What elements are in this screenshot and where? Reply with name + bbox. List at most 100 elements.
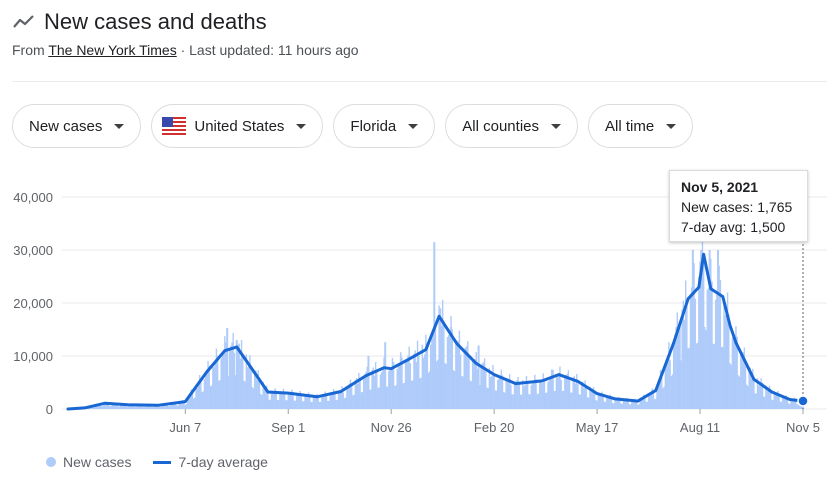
case-bar: [252, 388, 255, 409]
case-bar: [238, 343, 240, 409]
case-bar: [309, 396, 311, 409]
case-bar: [507, 378, 510, 409]
case-bar: [98, 403, 100, 409]
case-bar: [752, 368, 754, 409]
county-filter-chip[interactable]: All counties: [445, 104, 578, 148]
case-bar: [224, 336, 226, 409]
case-bar: [689, 294, 692, 409]
case-bar: [244, 381, 246, 409]
case-bar: [550, 369, 553, 409]
case-bar: [171, 402, 173, 409]
case-bar: [227, 376, 230, 409]
case-bar: [372, 367, 374, 409]
case-bar: [292, 391, 294, 409]
case-bar: [590, 391, 592, 409]
case-bar: [541, 383, 543, 409]
case-bar: [684, 280, 687, 409]
case-bar: [222, 350, 225, 409]
case-bar: [127, 406, 129, 409]
case-bar: [145, 404, 147, 409]
case-bar: [288, 393, 291, 409]
case-bar: [178, 402, 181, 409]
case-bar: [712, 343, 714, 409]
case-bar-spike: [678, 321, 681, 409]
case-bar: [366, 366, 368, 409]
country-filter-chip[interactable]: United States: [151, 104, 324, 148]
case-bar: [769, 390, 772, 409]
source-line: From The New York Times · Last updated: …: [12, 42, 359, 58]
case-bar: [564, 376, 566, 409]
case-bar: [218, 380, 220, 409]
case-bar: [738, 376, 741, 409]
case-bar: [264, 389, 267, 409]
case-bar: [281, 391, 283, 409]
state-filter-chip[interactable]: Florida: [333, 104, 436, 148]
case-bar: [106, 401, 109, 409]
case-bar: [113, 403, 116, 409]
case-bar: [330, 394, 333, 409]
case-bar: [498, 378, 500, 409]
case-bar: [688, 347, 690, 409]
case-bar: [274, 388, 276, 409]
case-bar: [493, 373, 495, 409]
case-bar: [544, 392, 547, 409]
case-bar: [677, 333, 680, 409]
case-bar: [449, 332, 451, 409]
case-bar: [389, 369, 391, 409]
case-bar: [676, 312, 679, 409]
case-bar: [661, 371, 663, 409]
case-bar: [347, 385, 349, 409]
source-prefix: From: [12, 42, 49, 58]
case-bar-spike: [733, 334, 736, 409]
case-bar: [432, 331, 434, 409]
case-bar: [115, 402, 117, 409]
case-bar: [674, 334, 676, 409]
case-bar: [378, 387, 380, 409]
case-bar: [456, 342, 458, 409]
case-bar: [610, 398, 613, 409]
case-bar: [368, 389, 371, 409]
case-bar: [102, 406, 104, 409]
x-tick-label: Jun 7: [169, 420, 201, 435]
time-range-filter-chip[interactable]: All time: [588, 104, 694, 148]
source-link[interactable]: The New York Times: [48, 42, 177, 58]
case-bar: [167, 406, 170, 409]
case-bar: [361, 391, 364, 409]
case-bar: [554, 390, 556, 409]
case-bar: [354, 380, 356, 409]
case-bar: [787, 403, 790, 409]
case-bar: [571, 392, 573, 409]
case-bar: [105, 403, 107, 409]
case-bar: [595, 400, 597, 409]
case-bar: [177, 405, 179, 409]
case-bar: [194, 397, 196, 409]
case-bar: [231, 342, 233, 409]
case-bar: [483, 358, 486, 409]
case-bar: [410, 380, 413, 409]
case-bar: [621, 403, 623, 409]
case-bar: [427, 373, 430, 409]
case-bar: [760, 378, 762, 409]
case-bar-spike: [477, 345, 480, 409]
case-bar-spike: [226, 327, 229, 409]
county-filter-label: All counties: [462, 117, 539, 135]
case-bar: [598, 394, 601, 409]
case-bar: [204, 375, 207, 409]
case-bar: [737, 375, 740, 409]
case-bar: [458, 330, 461, 409]
x-tick-label: Sep 1: [271, 420, 305, 435]
avg-legend-swatch: [153, 460, 172, 464]
case-bar: [282, 388, 285, 409]
case-bar: [258, 380, 261, 409]
case-bar: [100, 406, 103, 409]
case-bar: [163, 404, 165, 409]
metric-filter-chip[interactable]: New cases: [12, 104, 142, 148]
case-bar: [155, 405, 158, 409]
case-bar: [110, 406, 112, 409]
x-tick-label: Aug 11: [680, 420, 720, 435]
case-bar: [350, 386, 353, 409]
case-bar: [635, 401, 638, 409]
case-bar: [723, 301, 725, 409]
case-bar: [453, 371, 456, 409]
